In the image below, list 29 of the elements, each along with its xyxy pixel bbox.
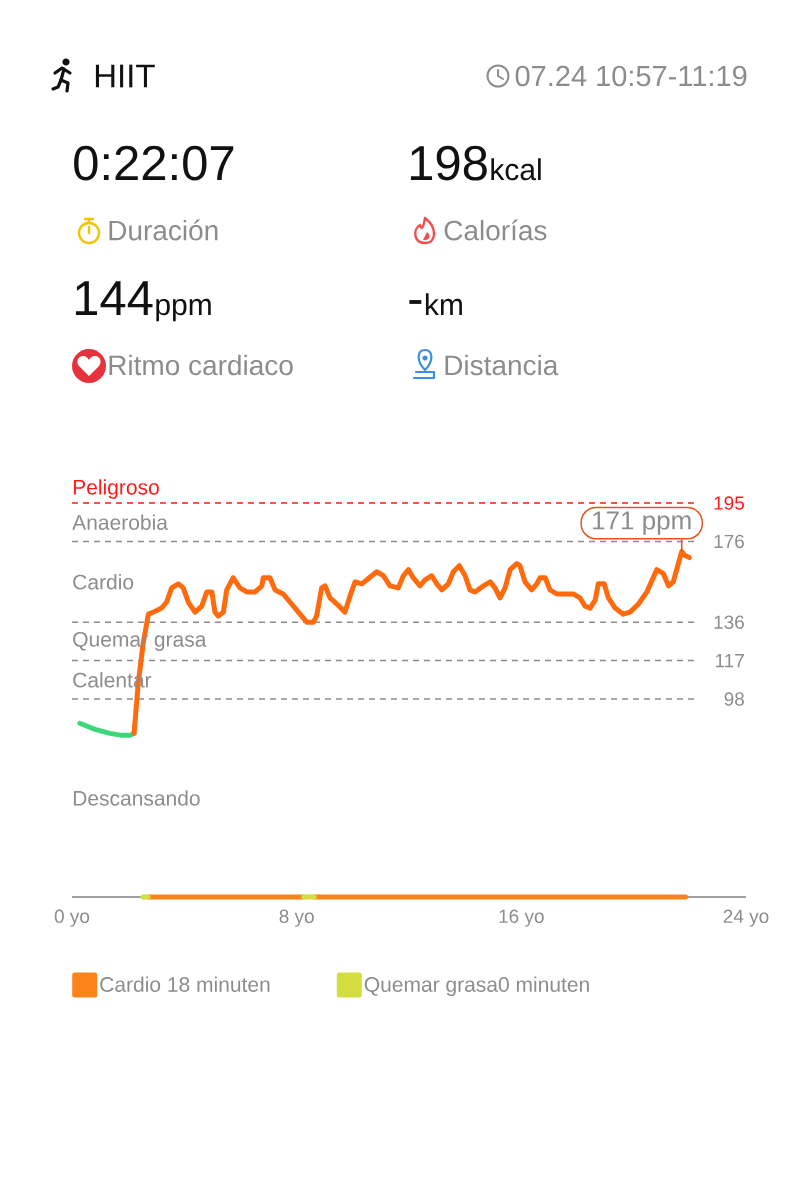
text: 0:22:07	[74, 145, 234, 181]
text: ppm	[156, 298, 211, 322]
annotation: Anaerobia	[72, 514, 168, 530]
legend-label: Quemar grasa0 minuten	[364, 976, 589, 997]
annotation: Cardio	[73, 574, 134, 590]
x-tick-label: 24 yo	[723, 909, 769, 927]
text: Distancia	[445, 354, 559, 376]
annotation: 171 ppm	[593, 511, 691, 535]
x-tick-label: 0 yo	[54, 909, 90, 927]
text: kcal	[491, 158, 541, 181]
text: 198	[410, 145, 487, 181]
x-tick-label: 8 yo	[279, 909, 314, 927]
y-tick-label: 176	[714, 534, 744, 549]
annotation: Descansando	[73, 790, 200, 806]
y-tick-label: 117	[715, 654, 744, 668]
text: Duración	[109, 219, 218, 241]
text: Calorías	[444, 219, 547, 241]
text: HIIT	[95, 64, 155, 88]
text: km	[425, 293, 462, 316]
y-tick-label: 136	[714, 615, 744, 629]
text: -	[409, 300, 422, 304]
y-tick-label: 98	[724, 692, 744, 706]
text: Ritmo cardiaco	[109, 354, 293, 376]
ref-line-label: Peligroso	[73, 479, 159, 499]
y-tick-label: 195	[714, 496, 744, 510]
x-tick-label: 16 yo	[499, 909, 544, 927]
legend-label: Cardio 18 minuten	[100, 976, 270, 992]
text: 144	[75, 281, 153, 316]
text: 07.24 10:57-11:19	[515, 65, 747, 87]
